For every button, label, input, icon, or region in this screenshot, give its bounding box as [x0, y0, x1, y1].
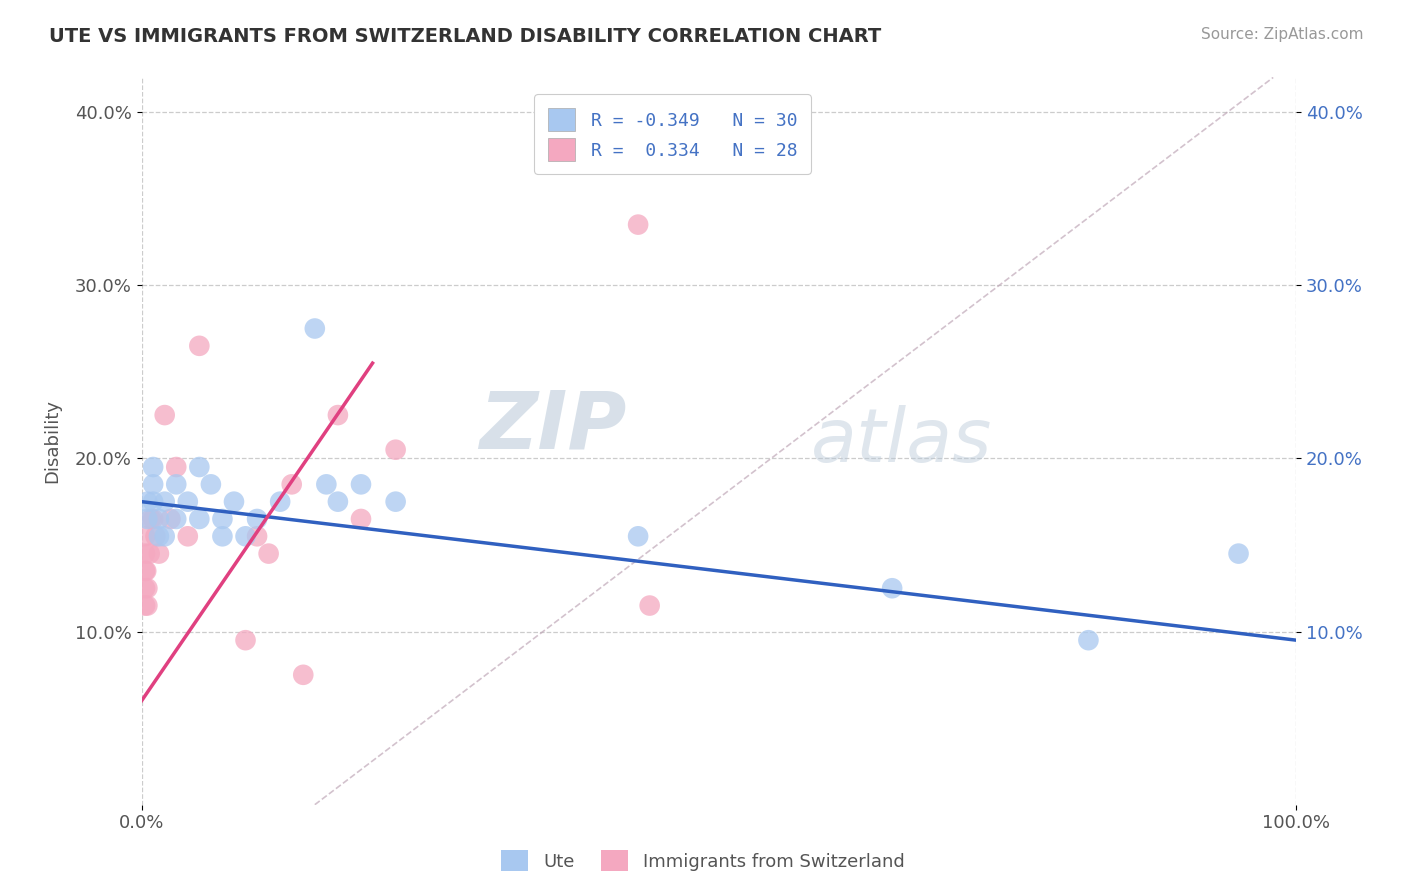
Text: ZIP: ZIP: [479, 387, 627, 466]
Point: [292, 668, 315, 682]
Point: [165, 512, 187, 526]
Point: [235, 633, 257, 648]
Legend: Ute, Immigrants from Switzerland: Ute, Immigrants from Switzerland: [494, 843, 912, 879]
Point: [165, 460, 187, 475]
Point: [384, 494, 406, 508]
Point: [627, 529, 650, 543]
Point: [246, 512, 269, 526]
Point: [326, 494, 349, 508]
Point: [134, 581, 156, 595]
Point: [384, 442, 406, 457]
Point: [142, 460, 165, 475]
Point: [136, 494, 159, 508]
Point: [136, 581, 159, 595]
Point: [177, 494, 200, 508]
Point: [211, 512, 233, 526]
Point: [638, 599, 661, 613]
Point: [135, 564, 157, 578]
Text: Source: ZipAtlas.com: Source: ZipAtlas.com: [1201, 27, 1364, 42]
Point: [315, 477, 337, 491]
Y-axis label: Disability: Disability: [44, 399, 60, 483]
Point: [257, 547, 280, 561]
Text: atlas: atlas: [811, 405, 993, 477]
Point: [142, 494, 165, 508]
Point: [326, 408, 349, 422]
Point: [148, 547, 170, 561]
Legend: R = -0.349   N = 30, R =  0.334   N = 28: R = -0.349 N = 30, R = 0.334 N = 28: [534, 95, 811, 174]
Point: [188, 512, 211, 526]
Point: [280, 477, 302, 491]
Point: [211, 529, 233, 543]
Point: [882, 581, 904, 595]
Point: [139, 512, 162, 526]
Point: [153, 494, 176, 508]
Point: [134, 564, 156, 578]
Point: [148, 529, 170, 543]
Point: [134, 599, 156, 613]
Point: [138, 547, 160, 561]
Point: [177, 529, 200, 543]
Point: [136, 599, 159, 613]
Point: [350, 512, 373, 526]
Point: [165, 477, 187, 491]
Point: [142, 512, 165, 526]
Point: [136, 512, 159, 526]
Point: [148, 512, 170, 526]
Point: [627, 218, 650, 232]
Point: [246, 529, 269, 543]
Point: [1227, 547, 1250, 561]
Point: [159, 512, 181, 526]
Point: [269, 494, 291, 508]
Point: [134, 547, 156, 561]
Point: [350, 477, 373, 491]
Point: [222, 494, 245, 508]
Point: [142, 477, 165, 491]
Point: [200, 477, 222, 491]
Point: [235, 529, 257, 543]
Point: [145, 529, 167, 543]
Point: [134, 529, 156, 543]
Point: [153, 408, 176, 422]
Point: [153, 529, 176, 543]
Point: [188, 339, 211, 353]
Point: [1077, 633, 1099, 648]
Point: [304, 321, 326, 335]
Text: UTE VS IMMIGRANTS FROM SWITZERLAND DISABILITY CORRELATION CHART: UTE VS IMMIGRANTS FROM SWITZERLAND DISAB…: [49, 27, 882, 45]
Point: [188, 460, 211, 475]
